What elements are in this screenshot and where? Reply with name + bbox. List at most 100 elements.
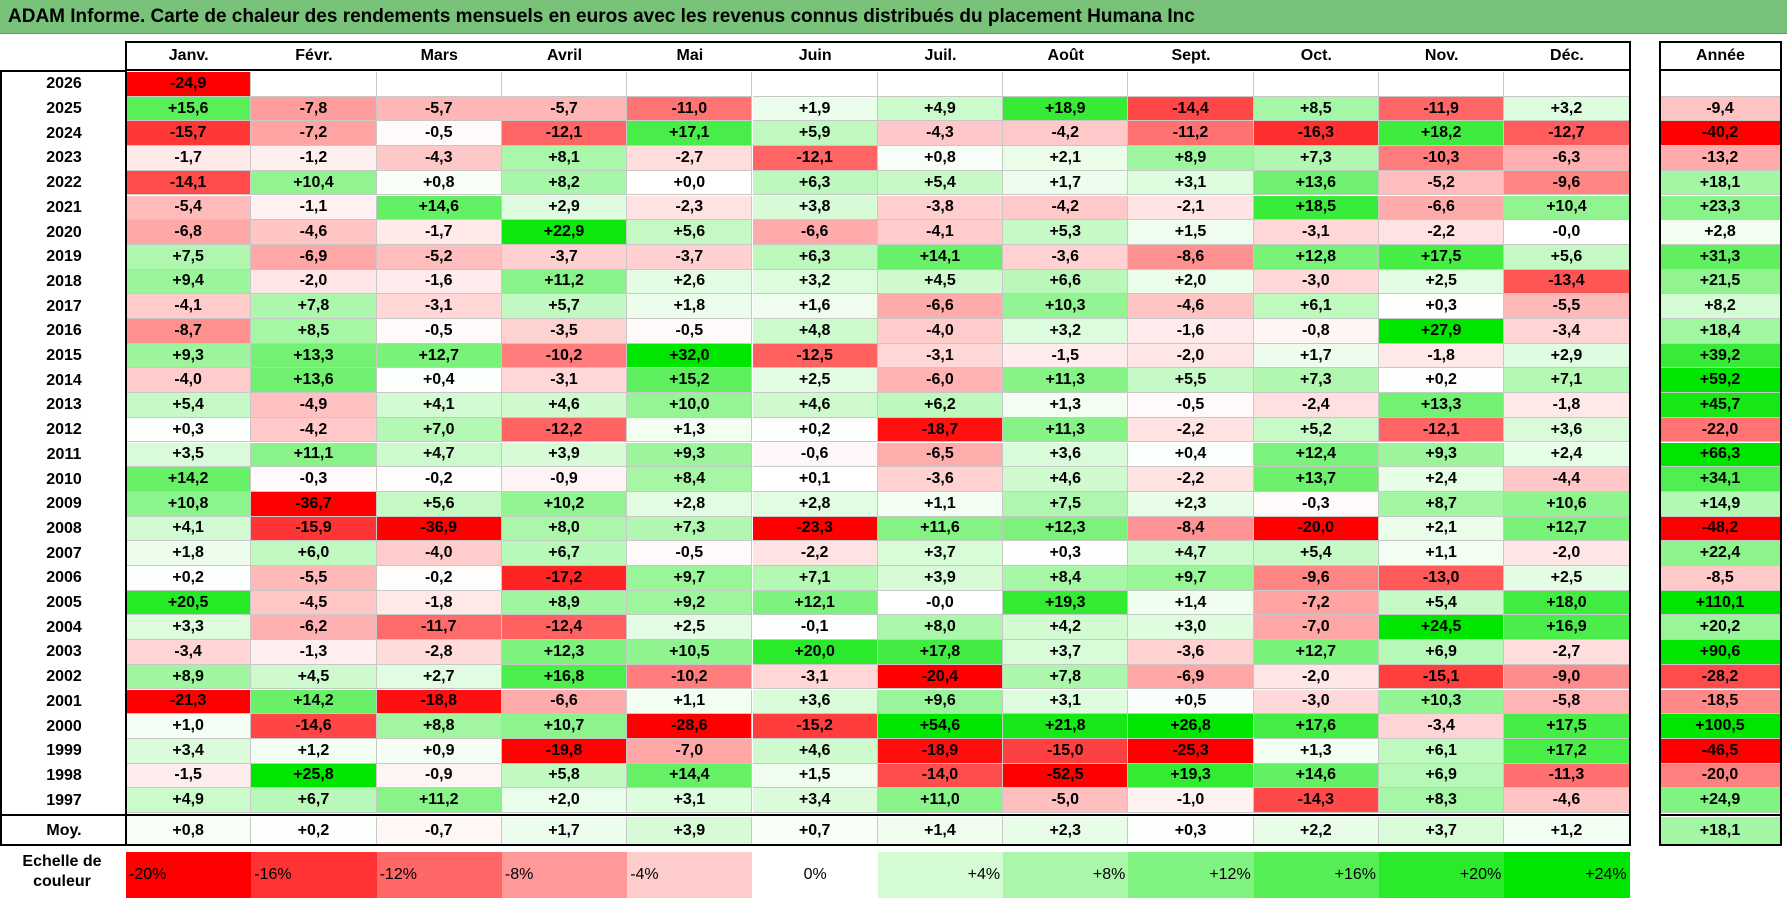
heatmap-cell: +4,1 — [126, 516, 252, 542]
year-label: 2005 — [46, 594, 82, 612]
heatmap-cell: +4,6 — [501, 393, 628, 418]
heatmap-cell: +8,9 — [126, 664, 252, 690]
heatmap-cell: +5,4 — [877, 170, 1004, 196]
year-label: 2023 — [46, 149, 82, 167]
heatmap-cell: -15,9 — [251, 516, 377, 542]
heatmap-cell: +12,7 — [1504, 516, 1630, 542]
heatmap-cell: -5,8 — [1504, 689, 1630, 715]
annual-cell: +2,8 — [1660, 220, 1781, 245]
average-cell: +1,4 — [877, 817, 1004, 845]
heatmap-cell: -6,2 — [251, 615, 377, 641]
heatmap-cell: +14,6 — [376, 195, 502, 221]
heatmap-cell: -2,7 — [627, 146, 753, 171]
heatmap-cell: -4,9 — [251, 393, 377, 418]
heatmap-cell: +10,6 — [1504, 491, 1630, 517]
average-cell: +0,8 — [126, 817, 252, 845]
heatmap-cell: +7,3 — [1253, 368, 1379, 394]
heatmap-cell: -0,6 — [752, 442, 878, 468]
heatmap-cell: -15,1 — [1379, 664, 1505, 690]
heatmap-cell: +1,5 — [752, 763, 878, 789]
heatmap-cell: +5,5 — [1128, 368, 1254, 394]
heatmap-cell: +14,6 — [1253, 763, 1379, 789]
annual-cell: +59,2 — [1660, 368, 1781, 394]
heatmap-cell — [1003, 72, 1129, 97]
heatmap-cell: -5,2 — [1379, 170, 1505, 196]
heatmap-cell: +15,6 — [126, 96, 252, 122]
heatmap-cell: +4,9 — [877, 96, 1004, 122]
heatmap-cell: -6,8 — [126, 220, 252, 245]
heatmap-cell: +2,5 — [1504, 566, 1630, 591]
heatmap-cell: -4,6 — [251, 220, 377, 245]
heatmap-cell: +10,5 — [627, 640, 753, 665]
heatmap-cell: +17,2 — [1504, 738, 1630, 764]
heatmap-cell: +2,1 — [1003, 146, 1129, 171]
heatmap-cell: +0,3 — [126, 417, 252, 443]
color-scale-swatch: -8% — [501, 852, 628, 898]
heatmap-cell: +25,8 — [251, 763, 377, 789]
heatmap-cell: +2,0 — [1128, 269, 1254, 295]
annual-cell: +22,4 — [1660, 541, 1781, 566]
heatmap-cell: -3,1 — [501, 368, 628, 394]
heatmap-cell: +3,0 — [1128, 615, 1254, 641]
heatmap-cell: -19,8 — [501, 738, 628, 764]
heatmap-cell: +27,9 — [1379, 319, 1505, 344]
annual-cell: -22,0 — [1660, 417, 1781, 443]
annual-cell: +90,6 — [1660, 640, 1781, 665]
heatmap-cell: -6,0 — [877, 368, 1004, 394]
heatmap-cell: +5,4 — [1379, 590, 1505, 616]
year-label: 2014 — [46, 371, 82, 389]
heatmap-cell: -3,5 — [501, 319, 628, 344]
year-label: 1997 — [46, 791, 82, 809]
heatmap-cell: +9,7 — [627, 566, 753, 591]
heatmap-cell: +9,3 — [627, 442, 753, 468]
heatmap-cell: -18,8 — [376, 689, 502, 715]
heatmap-cell: +8,4 — [1003, 566, 1129, 591]
heatmap-cell: -12,1 — [752, 146, 878, 171]
heatmap-cell: -7,8 — [251, 96, 377, 122]
average-cell: +0,3 — [1128, 817, 1254, 845]
heatmap-cell: +0,5 — [1128, 689, 1254, 715]
heatmap-cell: +5,9 — [752, 121, 878, 147]
year-label: 2008 — [46, 519, 82, 537]
annual-cell: +8,2 — [1660, 294, 1781, 319]
heatmap-cell: +11,3 — [1003, 417, 1129, 443]
heatmap-cell: +1,7 — [1003, 170, 1129, 196]
heatmap-cell: +5,6 — [627, 220, 753, 245]
heatmap-cell: +3,7 — [877, 541, 1004, 566]
heatmap-cell: +6,1 — [1253, 294, 1379, 319]
heatmap-cell: +3,6 — [1003, 442, 1129, 468]
heatmap-cell: -0,5 — [627, 541, 753, 566]
month-header: Juil. — [924, 47, 957, 64]
heatmap-cell: -52,5 — [1003, 763, 1129, 789]
heatmap-cell: -0,5 — [376, 319, 502, 344]
annual-cell: +23,3 — [1660, 195, 1781, 221]
color-scale-swatch: +4% — [877, 852, 1004, 898]
heatmap-cell: -7,0 — [627, 738, 753, 764]
color-scale-swatch: +24% — [1504, 852, 1630, 898]
heatmap-cell: +32,0 — [627, 343, 753, 369]
heatmap-cell — [1253, 72, 1379, 97]
heatmap-cell: +12,3 — [501, 640, 628, 665]
heatmap-cell: +1,8 — [627, 294, 753, 319]
heatmap-cell: -24,9 — [126, 72, 252, 97]
annual-cell: +45,7 — [1660, 393, 1781, 418]
heatmap-cell: -7,0 — [1253, 615, 1379, 641]
heatmap-cell: +24,5 — [1379, 615, 1505, 641]
heatmap-cell: -2,2 — [1128, 417, 1254, 443]
heatmap-cell: -4,0 — [126, 368, 252, 394]
month-header: Mars — [420, 47, 458, 64]
heatmap-cell: -4,1 — [877, 220, 1004, 245]
heatmap-cell: -3,1 — [752, 664, 878, 690]
annual-cell — [1660, 72, 1781, 97]
heatmap-cell: +7,0 — [376, 417, 502, 443]
heatmap-cell: -1,8 — [376, 590, 502, 616]
heatmap-cell: -4,6 — [1128, 294, 1254, 319]
heatmap-cell: +11,0 — [877, 788, 1004, 813]
heatmap-cell — [251, 72, 377, 97]
year-label: 2003 — [46, 643, 82, 661]
heatmap-cell: +3,4 — [126, 738, 252, 764]
color-scale-swatch: -4% — [627, 852, 753, 898]
heatmap-cell: -3,1 — [376, 294, 502, 319]
heatmap-cell: -4,2 — [1003, 121, 1129, 147]
heatmap-cell: +3,8 — [752, 195, 878, 221]
